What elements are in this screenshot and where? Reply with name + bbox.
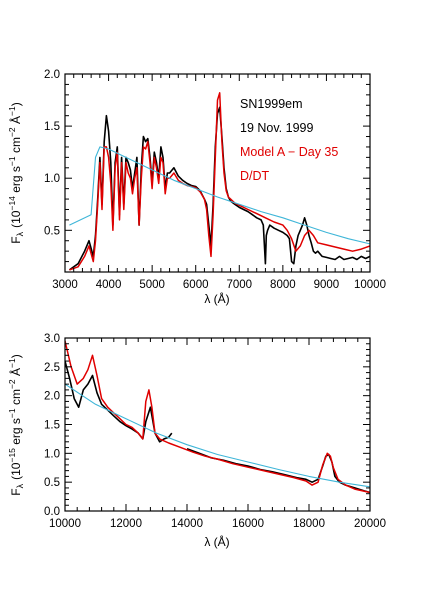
series-line-0: [65, 360, 173, 443]
x-tick-label: 20000: [354, 518, 386, 530]
x-tick-label: 5000: [139, 279, 165, 291]
plot-frame: [64, 73, 371, 273]
x-tick-label: 16000: [232, 518, 264, 530]
series-line-1: [69, 92, 370, 271]
y-tick-label: 1.0: [44, 173, 60, 185]
legend-model-variant: D/DT: [240, 169, 270, 183]
series-line-1: [186, 447, 370, 494]
legend-model-name: Model A − Day 35: [240, 145, 338, 159]
x-tick-label: 14000: [171, 518, 203, 530]
y-axis-label: Fλ(10−15 erg s−1 cm−2 Å−1): [7, 354, 25, 495]
x-tick-label: 18000: [293, 518, 325, 530]
y-tick-label: 0.5: [44, 225, 60, 237]
x-tick-label: 12000: [110, 518, 142, 530]
y-tick-label: 0.0: [44, 506, 60, 518]
y-tick-label: 0.5: [44, 477, 60, 489]
optical-spectrum-panel: 3000 4000 5000 6000 7000 8000 9000 10000 0.5 1.0 1…: [7, 69, 386, 306]
x-tick-label: 9000: [314, 279, 340, 291]
x-tick-label: 4000: [96, 279, 122, 291]
x-tick-label: 6000: [183, 279, 209, 291]
y-tick-label: 1.0: [44, 448, 60, 460]
legend-observation-date: 19 Nov. 1999: [240, 121, 313, 135]
y-tick-label: 1.5: [44, 121, 60, 133]
x-tick-label: 10000: [354, 279, 386, 291]
plot-frame: [64, 337, 371, 512]
near-infrared-spectrum-panel: 10000 12000 14000 16000 18000 20000 0.0 0.5 1.0 1…: [7, 333, 386, 549]
x-tick-label: 8000: [270, 279, 296, 291]
y-tick-label: 2.0: [44, 69, 60, 81]
y-tick-label: 2.0: [44, 391, 60, 403]
series-line-3: [65, 383, 370, 488]
x-tick-label: 7000: [226, 279, 252, 291]
legend: SN1999em 19 Nov. 1999 Model A − Day 35 D…: [240, 97, 338, 183]
y-axis-label: Fλ(10−14 erg s−1 cm−2 Å−1): [7, 102, 25, 243]
y-tick-label: 3.0: [44, 333, 60, 345]
y-tick-label: 2.5: [44, 362, 60, 374]
x-tick-label: 10000: [49, 518, 81, 530]
series-line-2: [69, 146, 370, 245]
series-line-2: [65, 340, 370, 494]
x-axis-label: λ (Å): [204, 534, 229, 549]
y-tick-label: 1.5: [44, 420, 60, 432]
x-axis-label: λ (Å): [204, 291, 229, 306]
x-tick-label: 3000: [52, 279, 78, 291]
legend-object-name: SN1999em: [240, 97, 303, 111]
